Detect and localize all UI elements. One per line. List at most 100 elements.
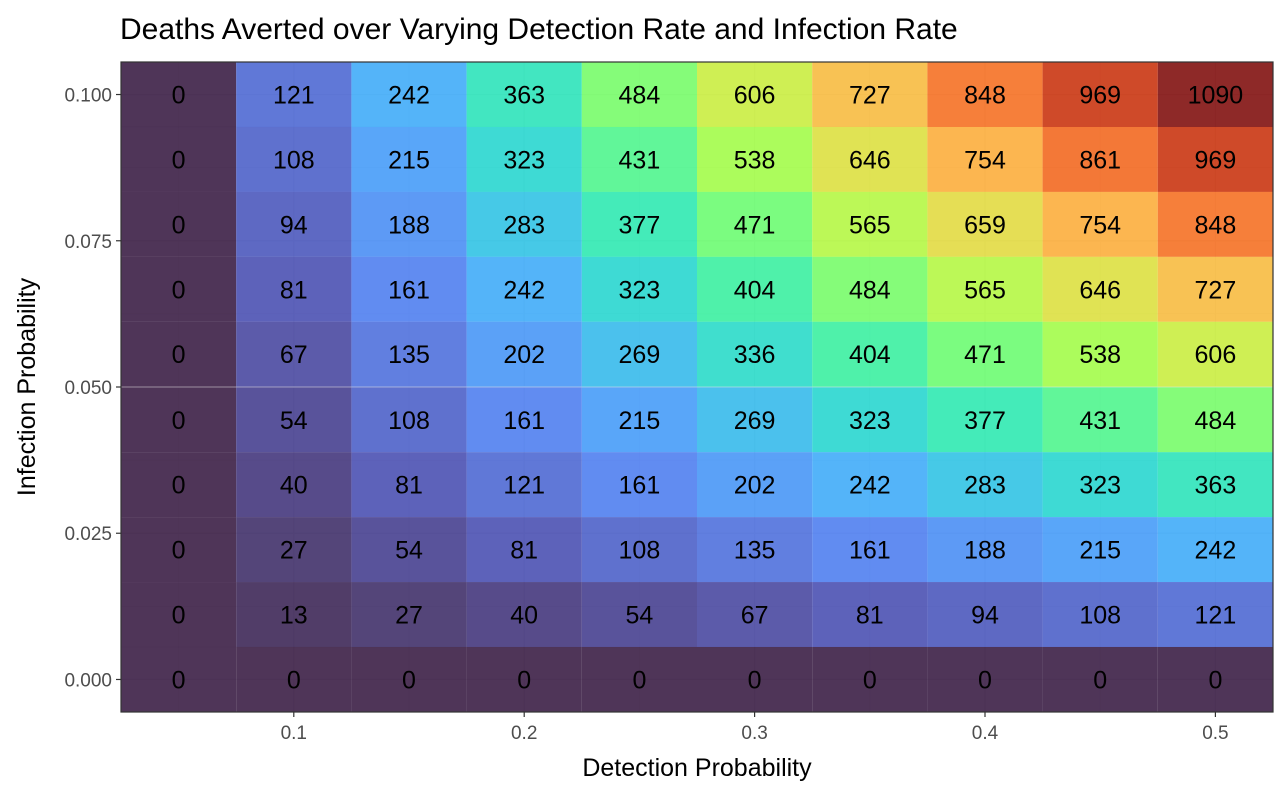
- heatmap-cell: [812, 126, 928, 192]
- heatmap-cell: [927, 256, 1043, 322]
- heatmap-cell: [581, 62, 697, 128]
- cell-value-label: 538: [734, 146, 776, 174]
- cell-value-label: 40: [510, 602, 538, 630]
- cell-value-label: 606: [1195, 341, 1237, 369]
- cell-value-label: 969: [1079, 82, 1121, 110]
- cell-value-label: 431: [1079, 407, 1121, 435]
- heatmap-cell: [351, 582, 467, 648]
- cell-value-label: 848: [1195, 211, 1237, 239]
- heatmap-cell: [1042, 582, 1158, 648]
- heatmap-cell: [697, 126, 813, 192]
- cell-value-label: 0: [287, 666, 301, 694]
- heatmap-cell: [351, 62, 467, 128]
- heatmap-cell: [351, 517, 467, 583]
- cell-value-label: 565: [849, 211, 891, 239]
- heatmap-cell: [351, 387, 467, 453]
- cell-value-label: 67: [741, 602, 769, 630]
- heatmap-cell: [581, 452, 697, 518]
- cell-value-label: 108: [1079, 602, 1121, 630]
- cell-value-label: 161: [388, 276, 430, 304]
- cell-value-label: 363: [503, 82, 545, 110]
- heatmap-cell: [581, 321, 697, 387]
- heatmap-cell: [121, 387, 237, 453]
- cell-value-label: 188: [388, 211, 430, 239]
- cell-value-label: 323: [619, 276, 661, 304]
- heatmap-cell: [812, 191, 928, 257]
- y-tick-label: 0.025: [64, 524, 112, 545]
- heatmap-cell: [236, 191, 352, 257]
- cell-value-label: 161: [619, 472, 661, 500]
- heatmap-cells: [121, 62, 1273, 712]
- cell-value-label: 121: [503, 472, 545, 500]
- heatmap-cell: [581, 126, 697, 192]
- heatmap-cell: [697, 256, 813, 322]
- heatmap-cell: [697, 191, 813, 257]
- heatmap-cell: [697, 321, 813, 387]
- cell-value-label: 538: [1079, 341, 1121, 369]
- heatmap-cell: [812, 256, 928, 322]
- heatmap-cell: [697, 582, 813, 648]
- x-axis-title: Detection Probability: [582, 754, 812, 782]
- cell-value-label: 215: [1079, 537, 1121, 565]
- heatmap-cell: [1042, 321, 1158, 387]
- heatmap-cell: [1157, 256, 1273, 322]
- cell-value-label: 323: [1079, 472, 1121, 500]
- heatmap-cell: [927, 62, 1043, 128]
- cell-value-label: 242: [849, 472, 891, 500]
- cell-value-label: 0: [1208, 666, 1222, 694]
- heatmap-cell: [121, 321, 237, 387]
- heatmap-cell: [1157, 646, 1273, 712]
- cell-value-label: 202: [503, 341, 545, 369]
- x-tick-label: 0.2: [511, 723, 537, 744]
- heatmap-cell: [351, 646, 467, 712]
- heatmap-cell: [581, 517, 697, 583]
- heatmap-cell: [581, 191, 697, 257]
- cell-value-label: 0: [632, 666, 646, 694]
- cell-value-label: 108: [273, 146, 315, 174]
- heatmap-cell: [121, 62, 237, 128]
- x-tick-label: 0.3: [741, 723, 767, 744]
- cell-value-label: 336: [734, 341, 776, 369]
- heatmap-cell: [236, 387, 352, 453]
- heatmap-cell: [697, 452, 813, 518]
- heatmap-cell: [466, 191, 582, 257]
- cell-value-label: 0: [172, 537, 186, 565]
- heatmap-cell: [466, 452, 582, 518]
- cell-value-label: 0: [517, 666, 531, 694]
- heatmap-cell: [812, 582, 928, 648]
- cell-value-label: 13: [280, 602, 308, 630]
- cell-value-label: 161: [849, 537, 891, 565]
- heatmap-cell: [236, 452, 352, 518]
- heatmap-cell: [697, 517, 813, 583]
- heatmap-cell: [812, 321, 928, 387]
- heatmap-cell: [927, 321, 1043, 387]
- heatmap-cell: [1157, 517, 1273, 583]
- cell-value-label: 269: [619, 341, 661, 369]
- cell-value-label: 404: [734, 276, 776, 304]
- heatmap-cell: [121, 646, 237, 712]
- cell-value-label: 202: [734, 472, 776, 500]
- heatmap-cell: [927, 126, 1043, 192]
- x-tick-label: 0.5: [1202, 723, 1228, 744]
- cell-value-label: 27: [280, 537, 308, 565]
- cell-value-label: 363: [1195, 472, 1237, 500]
- heatmap-cell: [236, 582, 352, 648]
- cell-value-label: 323: [503, 146, 545, 174]
- heatmap-cell: [1042, 256, 1158, 322]
- cell-value-label: 242: [1195, 537, 1237, 565]
- cell-value-label: 0: [172, 82, 186, 110]
- heatmap-cell: [1042, 517, 1158, 583]
- heatmap-cell: [812, 62, 928, 128]
- heatmap-cell: [1042, 387, 1158, 453]
- heatmap-cell: [927, 387, 1043, 453]
- heatmap-cell: [121, 126, 237, 192]
- cell-value-label: 121: [1195, 602, 1237, 630]
- y-axis-title: Infection Probability: [13, 277, 41, 496]
- y-tick-label: 0.050: [64, 378, 112, 399]
- cell-value-label: 54: [625, 602, 653, 630]
- cell-value-label: 135: [734, 537, 776, 565]
- cell-value-label: 108: [388, 407, 430, 435]
- cell-value-label: 0: [172, 407, 186, 435]
